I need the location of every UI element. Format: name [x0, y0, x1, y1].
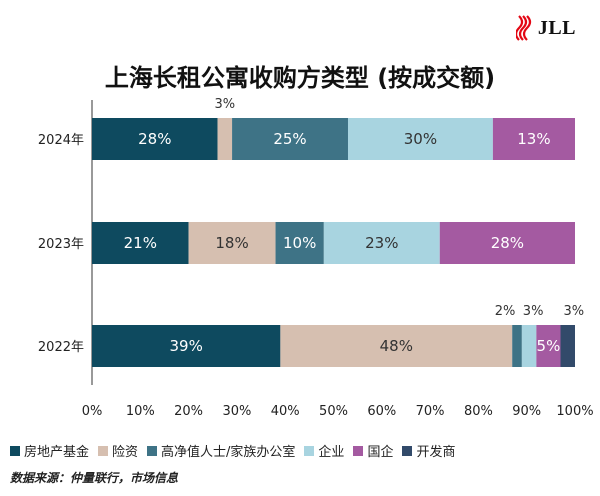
x-tick-label: 0% — [82, 404, 103, 419]
bar-value-label: 2% — [495, 304, 516, 319]
bar-value-label: 39% — [170, 337, 203, 355]
legend-swatch — [353, 445, 364, 456]
bar-value-label: 48% — [380, 337, 413, 355]
x-tick-label: 30% — [222, 404, 251, 419]
jll-logo-icon — [515, 15, 531, 41]
bar-segment — [347, 118, 493, 160]
data-source-note: 数据来源：仲量联行，市场信息 — [10, 471, 179, 485]
legend-label: 国企 — [367, 445, 394, 460]
bar-segment — [232, 118, 348, 160]
bar-segment — [217, 118, 233, 160]
bar-segment — [92, 222, 189, 264]
legend-label: 企业 — [318, 445, 345, 460]
legend-swatch — [147, 445, 158, 456]
bar-value-label: 18% — [215, 234, 248, 252]
legend-item: 高净值人士/家族办公室 — [147, 441, 295, 460]
legend-swatch — [98, 445, 109, 456]
bar-value-label: 28% — [491, 234, 524, 252]
legend-item: 房地产基金 — [10, 441, 89, 460]
bar-segment — [323, 222, 440, 264]
bar-segment — [188, 222, 276, 264]
bar-segment — [492, 118, 575, 160]
chart-legend: 房地产基金 险资 高净值人士/家族办公室 企业 国企 开发商 — [10, 441, 464, 460]
bar-value-label: 5% — [537, 337, 561, 355]
x-tick-label: 10% — [126, 404, 155, 419]
bar-segment — [275, 222, 324, 264]
bar-value-label: 13% — [517, 130, 550, 148]
y-category-label: 2024年 — [38, 133, 84, 148]
bar-segment — [92, 325, 281, 367]
legend-item: 国企 — [353, 441, 393, 460]
bar-value-label: 3% — [215, 97, 236, 112]
jll-logo: JLL — [515, 14, 576, 42]
bar-value-label: 28% — [138, 130, 171, 148]
bar-value-label: 21% — [124, 234, 157, 252]
legend-label: 高净值人士/家族办公室 — [161, 445, 296, 460]
x-tick-label: 60% — [367, 404, 396, 419]
y-category-label: 2023年 — [38, 237, 84, 252]
bar-value-label: 3% — [523, 304, 544, 319]
bar-segment — [536, 325, 561, 367]
x-tick-label: 80% — [464, 404, 493, 419]
bar-segment — [280, 325, 513, 367]
bar-value-label: 3% — [563, 304, 584, 319]
bar-value-label: 10% — [283, 234, 316, 252]
x-tick-label: 70% — [416, 404, 445, 419]
legend-swatch — [10, 445, 20, 456]
legend-label: 房地产基金 — [24, 445, 90, 460]
legend-item: 险资 — [98, 441, 138, 460]
x-tick-label: 90% — [512, 404, 541, 419]
legend-swatch — [402, 445, 413, 456]
legend-swatch — [304, 445, 315, 456]
bar-value-label: 30% — [404, 130, 437, 148]
legend-item: 企业 — [304, 441, 344, 460]
legend-label: 险资 — [112, 445, 139, 460]
x-tick-label: 40% — [271, 404, 300, 419]
bar-segment — [92, 118, 218, 160]
bar-segment — [512, 325, 522, 367]
bar-segment — [560, 325, 575, 367]
jll-logo-text: JLL — [537, 16, 576, 39]
x-tick-label: 50% — [319, 404, 348, 419]
y-category-label: 2022年 — [38, 340, 84, 355]
bar-value-label: 25% — [273, 130, 306, 148]
bar-segment — [439, 222, 575, 264]
bar-segment — [521, 325, 537, 367]
legend-label: 开发商 — [416, 445, 456, 460]
x-tick-label: 20% — [174, 404, 203, 419]
x-tick-label: 100% — [556, 404, 593, 419]
chart-title: 上海长租公寓收购方类型 (按成交额) — [104, 64, 496, 92]
bar-value-label: 23% — [365, 234, 398, 252]
stacked-bar-chart: 0% 10% 20% 30% 40% 50% 60% 70% 80% 90% 100% 2024年 28… — [38, 97, 594, 419]
legend-item: 开发商 — [402, 441, 455, 460]
